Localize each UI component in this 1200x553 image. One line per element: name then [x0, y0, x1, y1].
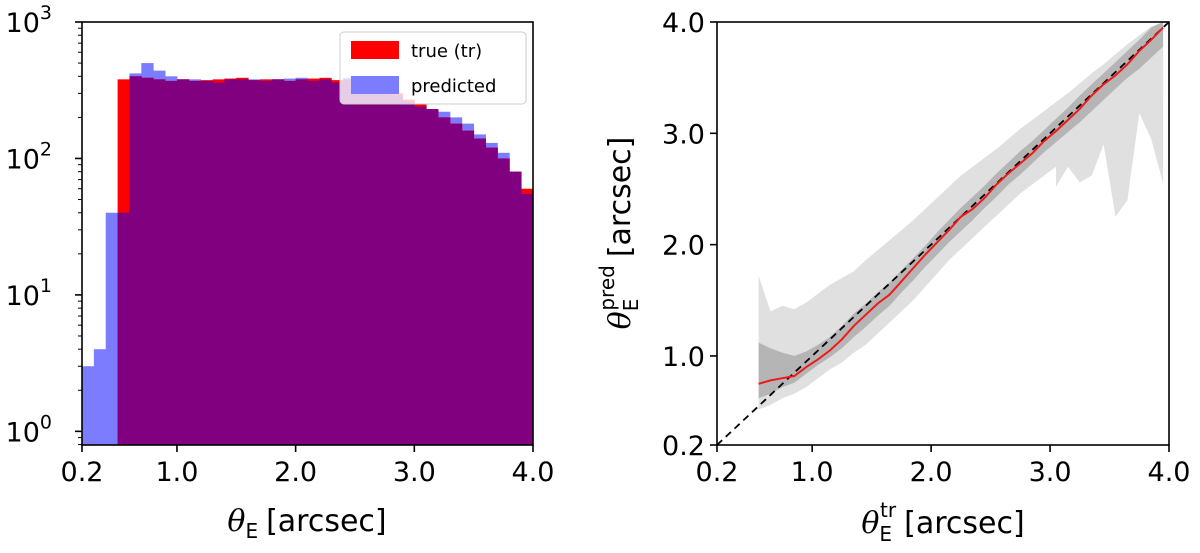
overlap-bar: [236, 79, 249, 445]
histogram-panel: 0.2 1.0 2.0 3.0 4.0 100 101 102 103 true (tr) p…: [6, 2, 555, 543]
overlap-bar: [378, 89, 391, 446]
overlap-bar: [141, 77, 154, 445]
legend-label-true: true (tr): [411, 41, 482, 62]
overlap-bar: [449, 123, 463, 446]
legend-swatch-predicted: [351, 76, 399, 94]
overlap-bar: [521, 193, 534, 445]
x-tick-label: 0.2: [61, 457, 104, 488]
y-tick-label: 4.0: [662, 8, 705, 39]
overlap-bar: [509, 171, 522, 445]
overlap-bar: [248, 80, 261, 446]
overlap-bar: [260, 80, 273, 446]
predicted-bar: [82, 366, 95, 445]
sx-label-superscript: tr: [880, 498, 897, 522]
overlap-bar: [283, 80, 297, 446]
y-tick-label: 1.0: [662, 342, 705, 373]
x-label-symbol: θ: [227, 504, 245, 539]
overlap-bar: [438, 117, 451, 446]
sx-label-symbol: θ: [861, 506, 879, 541]
x-label-unit: [arcsec]: [266, 504, 387, 539]
overlap-bar: [414, 106, 427, 446]
overlap-bar: [129, 76, 142, 445]
overlap-bar: [497, 158, 510, 446]
overlap-bar: [188, 80, 202, 446]
overlap-bar: [153, 79, 166, 445]
overlap-bar: [319, 79, 332, 445]
overlap-bars: [117, 76, 534, 446]
predicted-bar: [105, 212, 119, 445]
x-tick-label: 3.0: [1029, 457, 1072, 488]
scatter-y-axis-label: θEpred [arcsec]: [595, 137, 643, 330]
x-tick-label: 1.0: [155, 457, 198, 488]
overlap-bar: [212, 82, 225, 445]
x-tick-label: 0.2: [696, 457, 739, 488]
sy-label-unit: [arcsec]: [603, 137, 638, 258]
sy-label-subscript: E: [619, 299, 643, 312]
sy-label-symbol: θ: [603, 311, 638, 329]
overlap-bar: [117, 212, 130, 445]
inner-scatter-band: [758, 22, 1164, 399]
scatter-panel: 0.2 1.0 2.0 3.0 4.0 0.21.02.03.04.0 θEtr [arc…: [595, 8, 1190, 546]
x-label-subscript: E: [245, 519, 258, 543]
overlap-bar: [366, 84, 380, 446]
sx-label-unit: [arcsec]: [904, 506, 1025, 541]
y-tick-label: 101: [6, 275, 52, 312]
median-prediction-line: [758, 26, 1164, 385]
legend-swatch-true: [351, 41, 399, 59]
scatter-x-ticks: 0.2 1.0 2.0 3.0 4.0: [696, 445, 1191, 488]
scatter-axes-frame: [716, 21, 1170, 446]
overlap-bar: [473, 138, 486, 445]
overlap-bar: [331, 82, 344, 445]
y-tick-label: 3.0: [662, 119, 705, 150]
y-tick-label: 0.2: [662, 431, 705, 462]
overlap-bar: [176, 79, 190, 445]
x-tick-label: 4.0: [512, 457, 555, 488]
x-tick-label: 2.0: [910, 457, 953, 488]
overlap-bar: [426, 109, 439, 446]
histogram-x-axis-label: θE [arcsec]: [227, 504, 386, 543]
x-tick-label: 2.0: [274, 457, 317, 488]
overlap-bar: [354, 80, 368, 446]
x-tick-label: 3.0: [393, 457, 436, 488]
scatter-x-axis-label: θEtr [arcsec]: [861, 498, 1024, 546]
scatter-y-ticks: 0.2 1.0 2.0 3.0 4.0: [662, 8, 717, 462]
y-tick-label: 100: [6, 411, 52, 448]
predicted-bar: [93, 349, 107, 445]
x-tick-label: 1.0: [791, 457, 834, 488]
histogram-legend: true (tr) predicted: [339, 31, 527, 105]
sy-label-superscript: pred: [595, 265, 619, 310]
overlap-bar: [271, 79, 285, 445]
overlap-bar: [402, 101, 415, 446]
overlap-bar: [295, 79, 308, 445]
overlap-bar: [307, 80, 320, 446]
overlap-bar: [165, 80, 178, 446]
y-tick-label: 103: [6, 2, 52, 39]
overlap-bar: [224, 79, 237, 445]
overlap-bar: [343, 79, 356, 445]
legend-label-predicted: predicted: [411, 76, 496, 97]
outer-scatter-band-tail: [1056, 46, 1164, 217]
histogram-y-ticks: 100 101 102 103: [6, 2, 82, 448]
y-tick-label: 2.0: [662, 231, 705, 262]
y-tick-label: 102: [6, 138, 52, 175]
overlap-bar: [461, 130, 475, 445]
histogram-axes-frame: [81, 21, 534, 446]
overlap-bar: [390, 95, 403, 445]
overlap-bar: [200, 80, 213, 446]
x-tick-label: 4.0: [1148, 457, 1191, 488]
sx-label-subscript: E: [879, 522, 892, 546]
overlap-bar: [485, 147, 498, 445]
histogram-x-ticks: 0.2 1.0 2.0 3.0 4.0: [61, 445, 555, 488]
